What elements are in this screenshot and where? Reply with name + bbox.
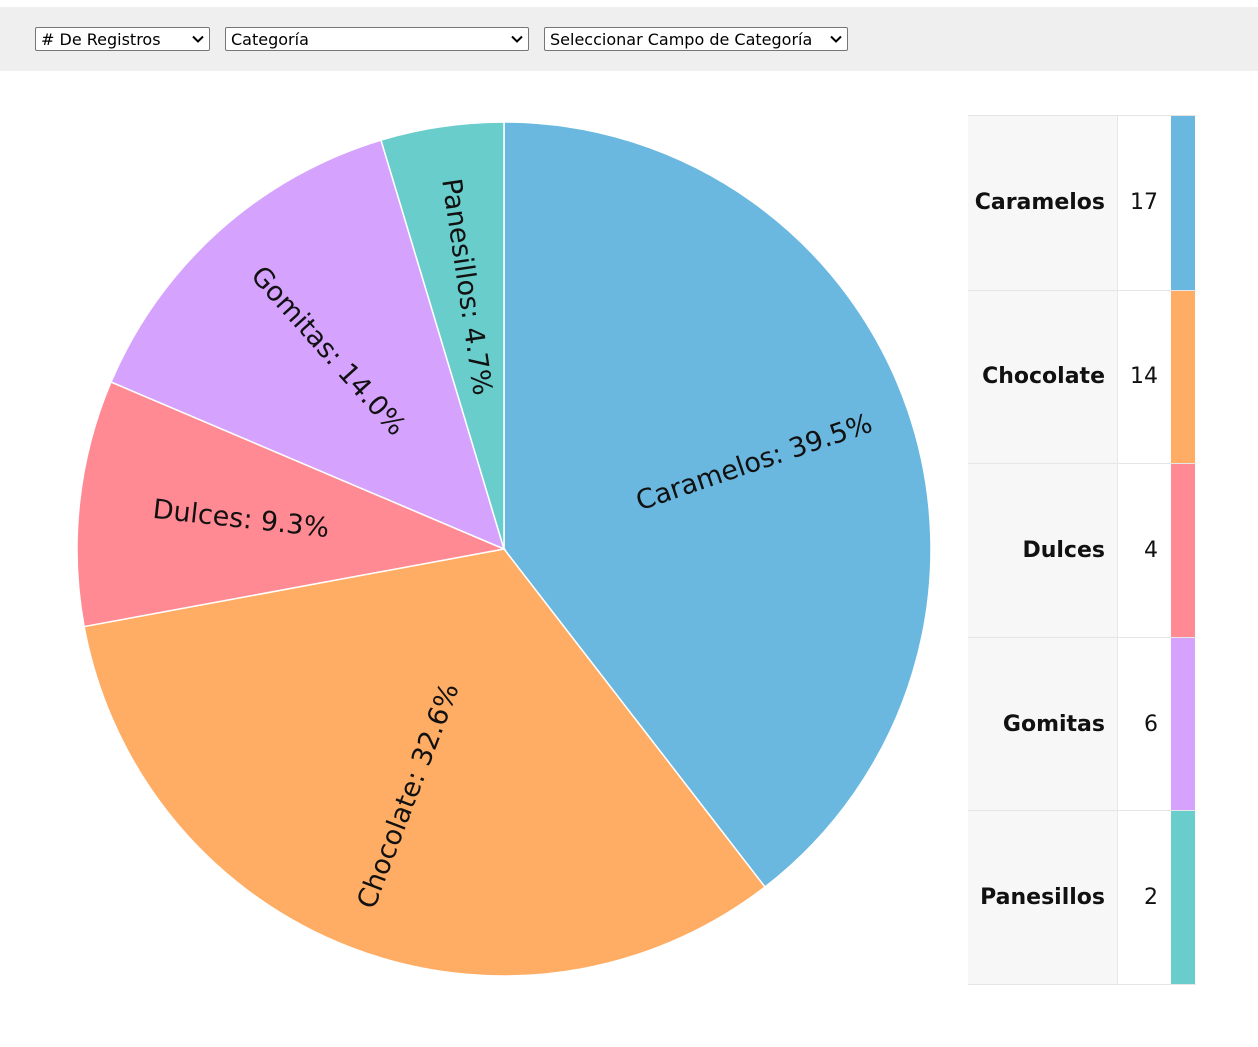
chevron-down-icon xyxy=(511,35,523,43)
legend-value: 2 xyxy=(1144,885,1158,911)
legend: Caramelos 17 Chocolate 14 Dulces 4 Gomitas 6 Pan… xyxy=(968,115,1196,985)
pie-slice-dulces[interactable] xyxy=(76,381,507,628)
pie-slice-caramelos[interactable] xyxy=(503,121,932,889)
legend-item-dulces[interactable]: Dulces 4 xyxy=(968,463,1196,637)
toolbar: # De Registros Categoría Seleccionar Cam… xyxy=(0,7,1258,71)
legend-label: Dulces xyxy=(968,464,1118,637)
pie-slice-panesillos[interactable] xyxy=(380,121,505,550)
legend-item-gomitas[interactable]: Gomitas 6 xyxy=(968,636,1196,811)
legend-label: Chocolate xyxy=(968,290,1118,464)
legend-swatch xyxy=(1171,290,1195,464)
legend-item-panesillos[interactable]: Panesillos 2 xyxy=(968,810,1196,984)
category-select[interactable]: Categoría xyxy=(225,27,529,51)
pie-slice-gomitas[interactable] xyxy=(110,139,506,551)
category-select-value: Categoría xyxy=(231,29,309,49)
legend-value: 4 xyxy=(1144,537,1158,563)
chevron-down-icon xyxy=(192,35,204,43)
measure-select[interactable]: # De Registros xyxy=(35,27,210,51)
legend-value: 6 xyxy=(1144,711,1158,737)
pie-chart: Caramelos: 39.5%Chocolate: 32.6%Dulces: … xyxy=(76,121,932,977)
pie-slices xyxy=(76,121,932,977)
legend-item-caramelos[interactable]: Caramelos 17 xyxy=(968,116,1196,290)
legend-swatch xyxy=(1171,116,1195,290)
legend-label: Gomitas xyxy=(968,637,1118,811)
legend-label: Caramelos xyxy=(968,116,1118,290)
legend-value: 14 xyxy=(1130,364,1158,390)
measure-select-value: # De Registros xyxy=(41,29,161,49)
pie-slice-chocolate[interactable] xyxy=(83,548,767,977)
legend-label: Panesillos xyxy=(968,811,1118,984)
legend-swatch xyxy=(1171,464,1195,637)
legend-value: 17 xyxy=(1130,190,1158,216)
category-field-select-value: Seleccionar Campo de Categoría xyxy=(550,29,813,49)
category-field-select[interactable]: Seleccionar Campo de Categoría xyxy=(544,27,848,51)
chevron-down-icon xyxy=(830,35,842,43)
legend-swatch xyxy=(1171,811,1195,984)
legend-item-chocolate[interactable]: Chocolate 14 xyxy=(968,289,1196,464)
legend-swatch xyxy=(1171,637,1195,811)
